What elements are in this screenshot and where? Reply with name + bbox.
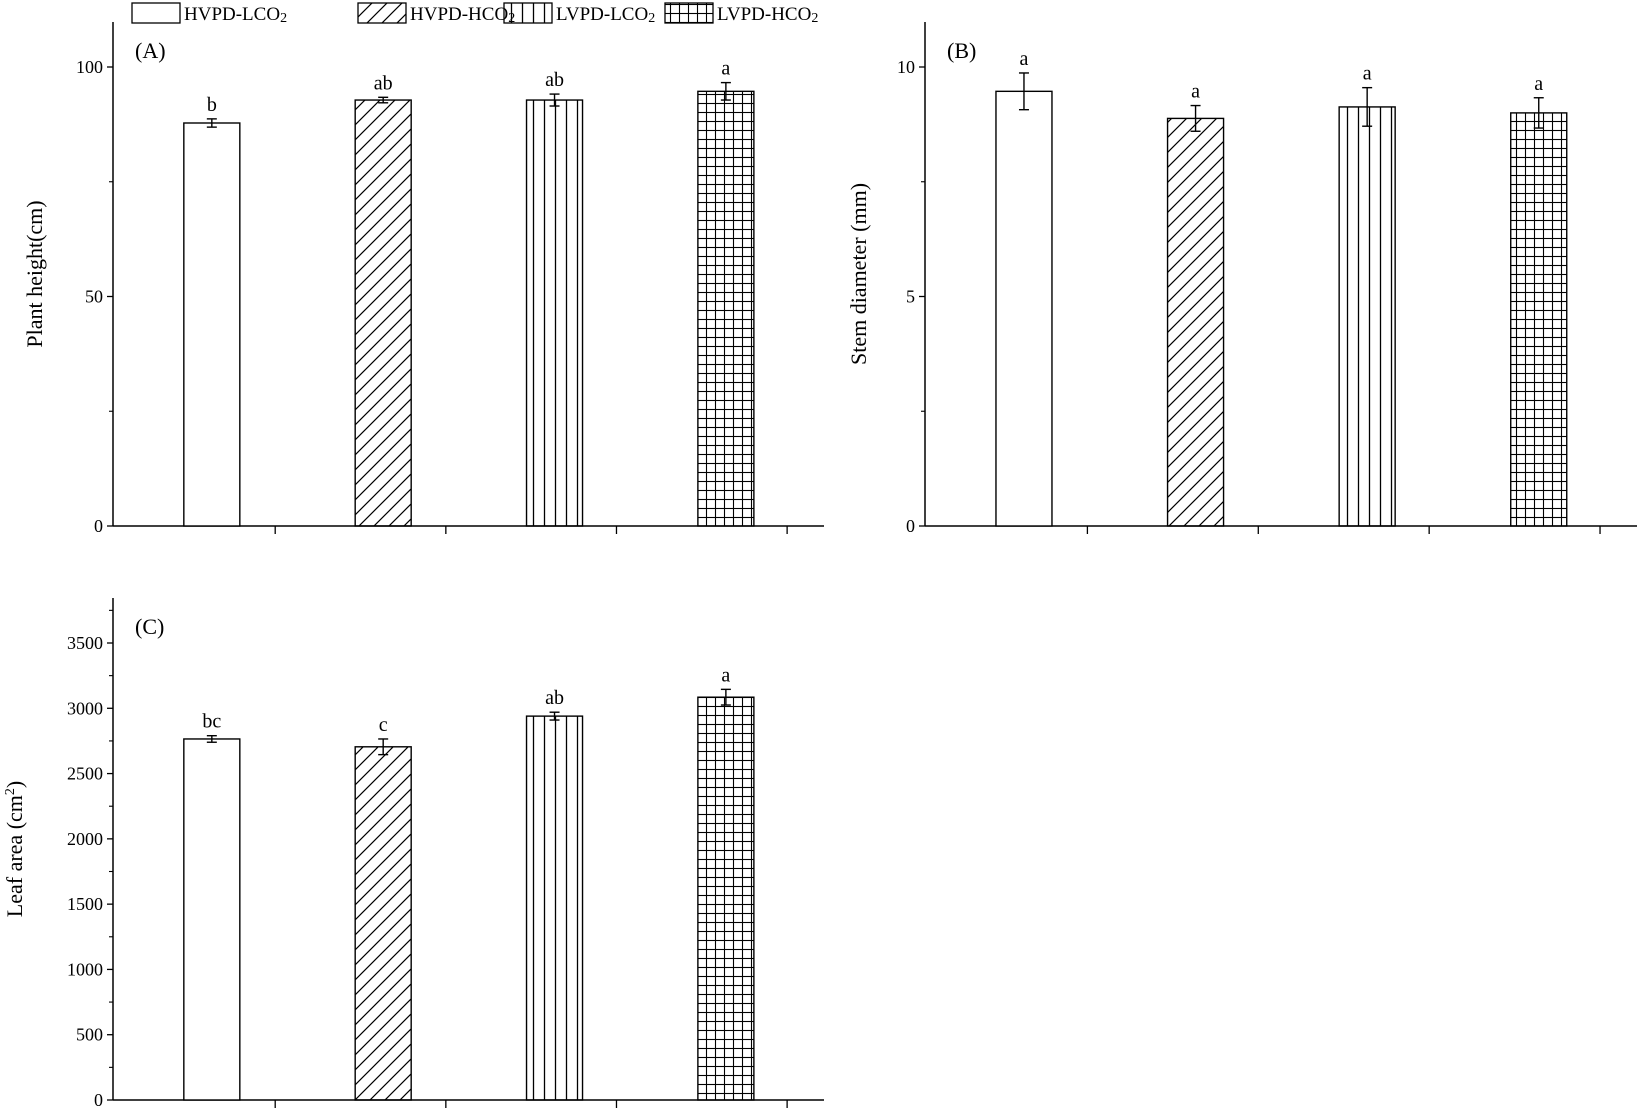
y-tick-label: 0 [906, 516, 915, 536]
legend-label: HVPD-LCO2 [184, 4, 287, 26]
y-tick-label: 3000 [67, 698, 103, 718]
y-tick-label: 1500 [67, 894, 103, 914]
panel-label: (C) [135, 614, 164, 639]
legend-label: LVPD-HCO2 [717, 4, 818, 26]
panel-a-plant-height: 0 50 100 b ab ab a (A) Plant height(cm) [22, 22, 824, 536]
bar [354, 99, 412, 527]
legend-swatch [664, 2, 714, 24]
y-axis-title: Leaf area (cm2) [2, 781, 27, 917]
y-tick-label: 500 [76, 1025, 103, 1045]
bar [697, 696, 755, 1101]
legend-swatch [357, 2, 407, 24]
significance-label: ab [374, 72, 393, 94]
bar [183, 738, 241, 1101]
bar [1338, 106, 1396, 527]
bar [525, 715, 584, 1101]
y-tick-label: 0 [94, 516, 103, 536]
y-tick-label: 0 [94, 1090, 103, 1109]
y-tick-label: 2500 [67, 764, 103, 784]
y-tick-label: 5 [906, 287, 915, 307]
legend-label: LVPD-LCO2 [556, 4, 655, 26]
panel-b-stem-diameter: 0 5 10 a a a a (B) Stem diameter (mm) [846, 22, 1637, 536]
bar [354, 746, 412, 1101]
bar [525, 99, 584, 527]
bar [995, 90, 1053, 527]
significance-label: b [207, 94, 217, 116]
legend-swatch [503, 2, 553, 24]
legend-swatch [131, 2, 181, 24]
significance-label: a [1363, 63, 1372, 85]
significance-label: ab [545, 687, 564, 709]
panel-label: (A) [135, 38, 166, 63]
bar [697, 90, 755, 527]
y-tick-label: 2000 [67, 829, 103, 849]
significance-label: a [1020, 48, 1029, 70]
significance-label: c [379, 714, 388, 736]
significance-label: ab [545, 69, 564, 91]
bar [1510, 112, 1568, 527]
y-axis-title: Stem diameter (mm) [846, 183, 871, 365]
legend-label: HVPD-HCO2 [410, 4, 515, 26]
significance-label: a [721, 58, 730, 80]
y-axis-title: Plant height(cm) [22, 200, 47, 347]
bar [183, 122, 241, 527]
y-tick-label: 1000 [67, 959, 103, 979]
y-tick-label: 100 [76, 57, 103, 77]
legend: HVPD-LCO2 HVPD-HCO2 LVPD-LCO2 LVPD-HCO2 [131, 2, 818, 26]
panel-label: (B) [947, 38, 976, 63]
bar [1166, 117, 1225, 527]
significance-label: bc [202, 711, 221, 733]
significance-label: a [721, 664, 730, 686]
significance-label: a [1191, 81, 1200, 103]
y-tick-label: 3500 [67, 633, 103, 653]
panel-c-leaf-area: 0 500 1000 1500 2000 2500 3000 3500 bc c ab a (C) Lea… [2, 598, 824, 1109]
significance-label: a [1534, 73, 1543, 95]
y-tick-label: 50 [85, 287, 103, 307]
y-tick-label: 10 [897, 57, 915, 77]
